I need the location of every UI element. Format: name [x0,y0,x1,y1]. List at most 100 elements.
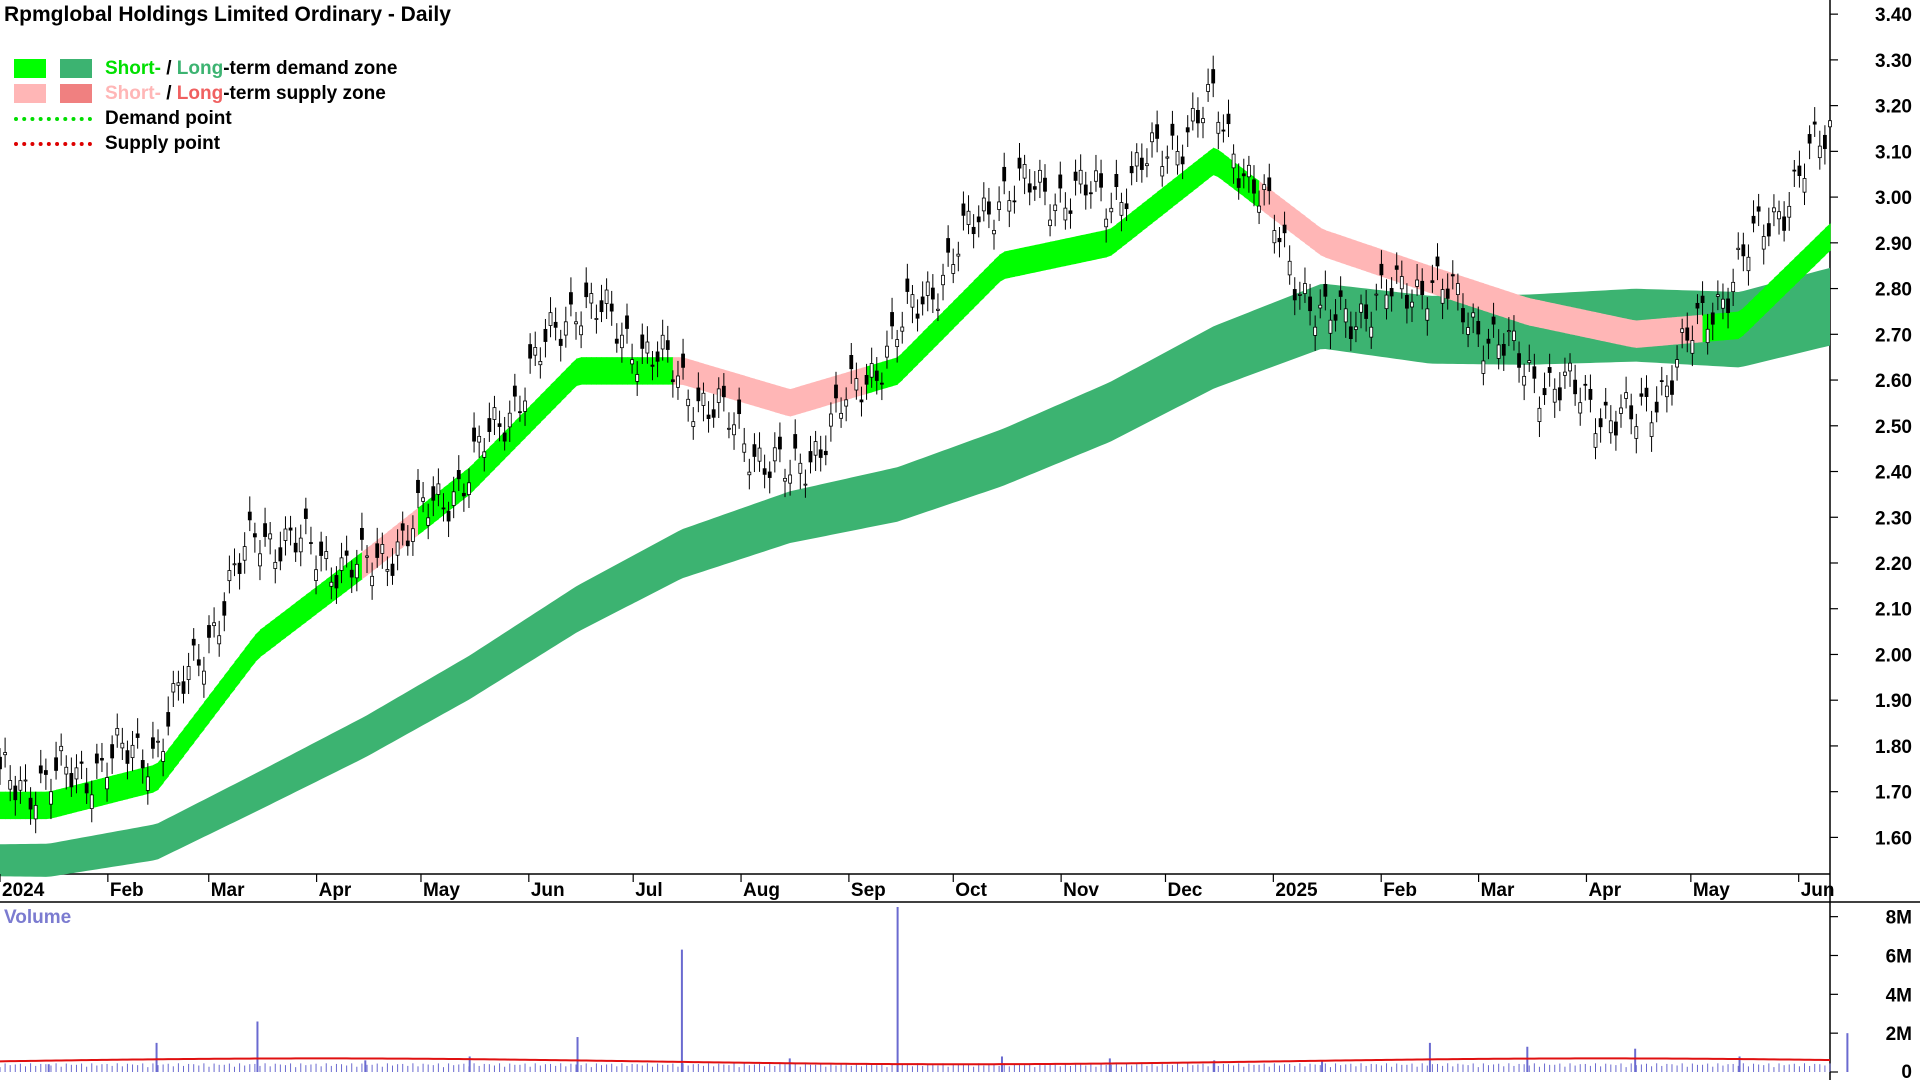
candle-body [1257,205,1261,213]
short-term-band-segment [1763,282,1770,316]
short-term-band-segment [1289,204,1296,236]
candle-body [619,334,624,349]
candle-body [400,523,405,531]
candle-body [1772,207,1776,213]
candle-body [630,359,634,365]
short-term-band-segment [1728,311,1734,340]
short-term-band-segment [1014,248,1021,277]
candle-body [115,728,120,736]
x-tick-label: Sep [851,880,886,901]
short-term-band-segment [570,358,577,392]
short-term-band-segment [525,405,531,439]
short-term-band-segment [152,762,159,793]
short-term-band-segment [1080,234,1087,263]
candle-body [890,312,894,327]
short-term-band-segment [1513,293,1520,323]
short-term-band-segment [239,648,246,683]
candle-body [1675,359,1679,368]
candle-body [1496,344,1501,359]
short-term-band-segment [662,357,669,385]
candle-body [706,414,711,419]
x-tick-label: Mar [1481,880,1515,901]
short-term-band-segment [1452,273,1459,303]
candle-body [1180,156,1185,165]
y-tick-label: 1.90 [1875,691,1912,712]
short-term-band-segment [805,383,812,412]
short-term-band-segment [310,586,317,619]
short-term-band-segment [1136,203,1143,236]
candle-body [1287,260,1292,276]
short-term-band-segment [1641,319,1648,348]
candle-body [1532,366,1537,379]
volume-tick-label: 2M [1886,1024,1912,1045]
candle-body [1644,387,1649,397]
candle-body [599,300,604,313]
short-term-band-segment [897,352,903,385]
candle-body [263,523,267,537]
short-term-band-segment [851,369,857,399]
short-term-band-segment [5,791,11,820]
candle-body [1695,302,1700,309]
candle-body [186,666,191,681]
candle-body [803,483,808,486]
candle-body [54,757,58,771]
candle-body [1022,164,1027,179]
candle-body [278,547,283,562]
short-term-band-segment [443,483,450,516]
candle-body [354,563,359,579]
short-term-band-segment [917,331,924,365]
short-term-band-segment [749,377,756,407]
candle-body [1639,393,1644,397]
short-term-band-segment [1044,241,1051,271]
short-term-band-segment [112,774,118,803]
candle-body [166,712,171,727]
short-term-band-segment [1819,228,1826,261]
candle-body [431,486,436,501]
candle-body [579,325,584,336]
candle-body [1537,407,1542,422]
short-term-band-segment [1391,252,1398,282]
candle-body [100,757,104,761]
volume-tick-label: 4M [1886,985,1912,1006]
short-term-band-segment [1534,299,1541,328]
candle-body [874,370,879,381]
short-term-band-segment [973,275,980,309]
candle-body [334,575,339,589]
short-term-band-segment [509,420,516,454]
candle-body [1053,204,1058,212]
short-term-band-segment [489,441,496,475]
short-term-band-segment [387,527,394,560]
candle-body [1354,326,1358,330]
candle-body [156,740,160,743]
short-term-band-segment [1636,320,1642,348]
candle-body [1027,183,1032,193]
candle-body [1568,362,1572,372]
short-term-band-segment [754,378,761,408]
short-term-band-segment [367,543,373,576]
short-term-band-segment [820,378,827,408]
short-term-band-segment [1488,284,1495,315]
short-term-band-segment [1615,316,1622,346]
candle-body [1634,426,1639,439]
candle-body [1741,244,1746,257]
short-term-band-segment [183,722,190,757]
candle-body [487,418,492,432]
short-term-band-segment [825,376,832,406]
candle-body [1088,192,1093,195]
short-term-band-segment [1050,240,1056,270]
short-term-band-segment [173,735,180,770]
candle-body [79,761,84,764]
short-term-band-segment [739,374,745,404]
short-term-band-segment [234,655,241,690]
candle-body [966,210,971,225]
short-term-band-segment [988,260,995,293]
short-term-band-segment [927,321,934,355]
short-term-band-segment [586,357,592,385]
volume-axis: 0 2M 4M 6M 8M [1830,908,1912,1080]
candle-body [1603,401,1608,406]
candle-body [105,777,109,790]
short-term-band-segment [1203,151,1209,184]
y-tick-label: 2.90 [1875,234,1912,255]
short-term-band-segment [1468,278,1474,308]
volume-average-line [0,1057,1831,1066]
